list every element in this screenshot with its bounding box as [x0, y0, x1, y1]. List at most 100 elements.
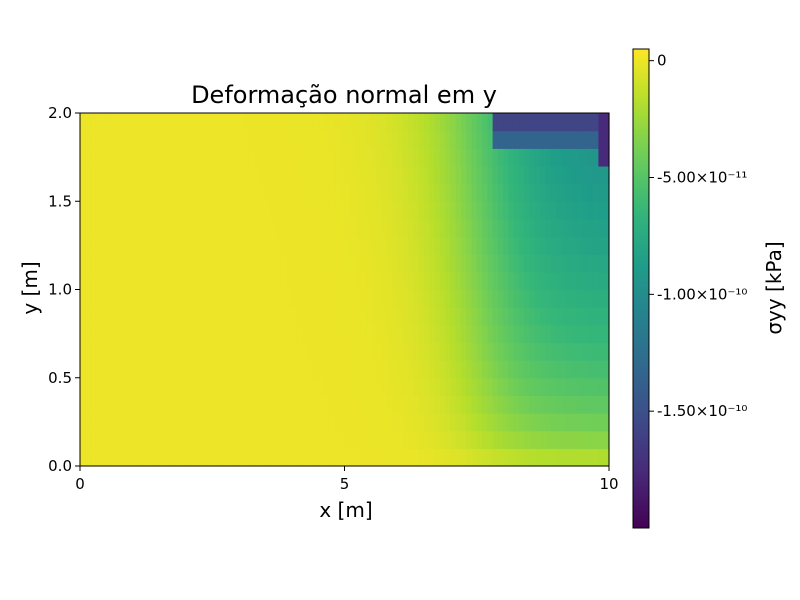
heatmap-cell	[392, 218, 398, 238]
heatmap-cell	[571, 130, 578, 149]
heatmap-cell	[423, 271, 430, 291]
heatmap-cell	[122, 165, 129, 185]
heatmap-cell	[593, 130, 600, 149]
heatmap-cell	[307, 377, 314, 396]
heatmap-cell	[519, 342, 525, 361]
heatmap-cell	[423, 360, 430, 379]
heatmap-cell	[228, 360, 235, 379]
heatmap-cell	[529, 307, 536, 326]
heatmap-cell	[519, 201, 525, 220]
heatmap-cell	[519, 254, 525, 273]
heatmap-cell	[323, 430, 330, 449]
heatmap-cell	[148, 360, 155, 379]
heatmap-cell	[566, 148, 573, 167]
heatmap-cell	[482, 413, 488, 432]
heatmap-cell	[534, 130, 541, 149]
heatmap-cell	[164, 271, 171, 291]
heatmap-cell	[566, 271, 573, 291]
heatmap-cell	[85, 165, 92, 185]
heatmap-cell	[598, 289, 605, 308]
heatmap-cell	[445, 430, 451, 449]
heatmap-cell	[238, 289, 245, 308]
heatmap-cell	[302, 183, 309, 202]
heatmap-cell	[201, 413, 208, 432]
heatmap-cell	[122, 201, 129, 220]
heatmap-cell	[185, 289, 192, 308]
heatmap-cell	[175, 271, 182, 291]
heatmap-cell	[307, 113, 314, 132]
heatmap-cell	[577, 448, 584, 467]
heatmap-cell	[381, 183, 388, 202]
heatmap-cell	[122, 395, 129, 414]
heatmap-cell	[455, 254, 462, 273]
heatmap-cell	[265, 377, 272, 396]
heatmap-cell	[450, 218, 457, 238]
heatmap-cell	[339, 113, 346, 132]
heatmap-cell	[175, 360, 182, 379]
heatmap-cell	[132, 271, 139, 291]
heatmap-cell	[201, 324, 208, 344]
heatmap-cell	[307, 130, 314, 149]
heatmap-cell	[243, 165, 250, 185]
heatmap-cell	[323, 130, 330, 149]
heatmap-cell	[561, 360, 568, 379]
heatmap-cell	[534, 236, 541, 255]
heatmap-cell	[233, 342, 240, 361]
heatmap-cell	[243, 324, 250, 344]
heatmap-cell	[455, 201, 462, 220]
heatmap-cell	[344, 254, 351, 273]
heatmap-cell	[355, 218, 361, 238]
heatmap-cell	[148, 377, 155, 396]
heatmap-cell	[497, 324, 504, 344]
heatmap-cell	[429, 307, 436, 326]
heatmap-cell	[593, 377, 600, 396]
colorbar-tick-label: -1.00×10⁻¹⁰	[657, 285, 747, 303]
heatmap-cell	[328, 130, 335, 149]
heatmap-cell	[291, 448, 298, 467]
heatmap-cell	[80, 324, 86, 344]
heatmap-cell	[164, 413, 171, 432]
heatmap-cell	[429, 395, 436, 414]
heatmap-cell	[222, 395, 229, 414]
heatmap-cell	[524, 218, 531, 238]
heatmap-cell	[206, 413, 213, 432]
heatmap-cell	[550, 254, 557, 273]
heatmap-cell	[508, 448, 515, 467]
heatmap-cell	[206, 448, 213, 467]
heatmap-cell	[148, 218, 155, 238]
heatmap-cell	[455, 360, 462, 379]
heatmap-cell	[582, 448, 589, 467]
heatmap-cell	[80, 377, 86, 396]
heatmap-cell	[355, 148, 361, 167]
heatmap-cell	[180, 324, 187, 344]
heatmap-cell	[450, 324, 457, 344]
heatmap-cell	[497, 377, 504, 396]
heatmap-cell	[164, 448, 171, 467]
heatmap-cell	[180, 307, 187, 326]
heatmap-cell	[471, 395, 478, 414]
heatmap-cell	[328, 448, 335, 467]
heatmap-cell	[270, 289, 277, 308]
heatmap-cell	[249, 324, 256, 344]
colorbar-tick-label: 0	[657, 52, 667, 70]
heatmap-cell	[222, 165, 229, 185]
heatmap-cell	[365, 218, 372, 238]
heatmap-cell	[238, 201, 245, 220]
heatmap-cell	[524, 360, 531, 379]
heatmap-cell	[286, 448, 293, 467]
heatmap-cell	[445, 165, 451, 185]
heatmap-cell	[339, 254, 346, 273]
heatmap-cell	[423, 342, 430, 361]
heatmap-cell	[381, 130, 388, 149]
heatmap-cell	[217, 236, 224, 255]
heatmap-cell	[275, 342, 282, 361]
heatmap-cell	[90, 218, 97, 238]
heatmap-cell	[159, 360, 166, 379]
heatmap-cell	[243, 218, 250, 238]
heatmap-cell	[138, 430, 145, 449]
heatmap-cell	[180, 342, 187, 361]
heatmap-cell	[466, 395, 473, 414]
heatmap-cell	[302, 342, 309, 361]
heatmap-cell	[381, 271, 388, 291]
heatmap-cell	[492, 254, 499, 273]
